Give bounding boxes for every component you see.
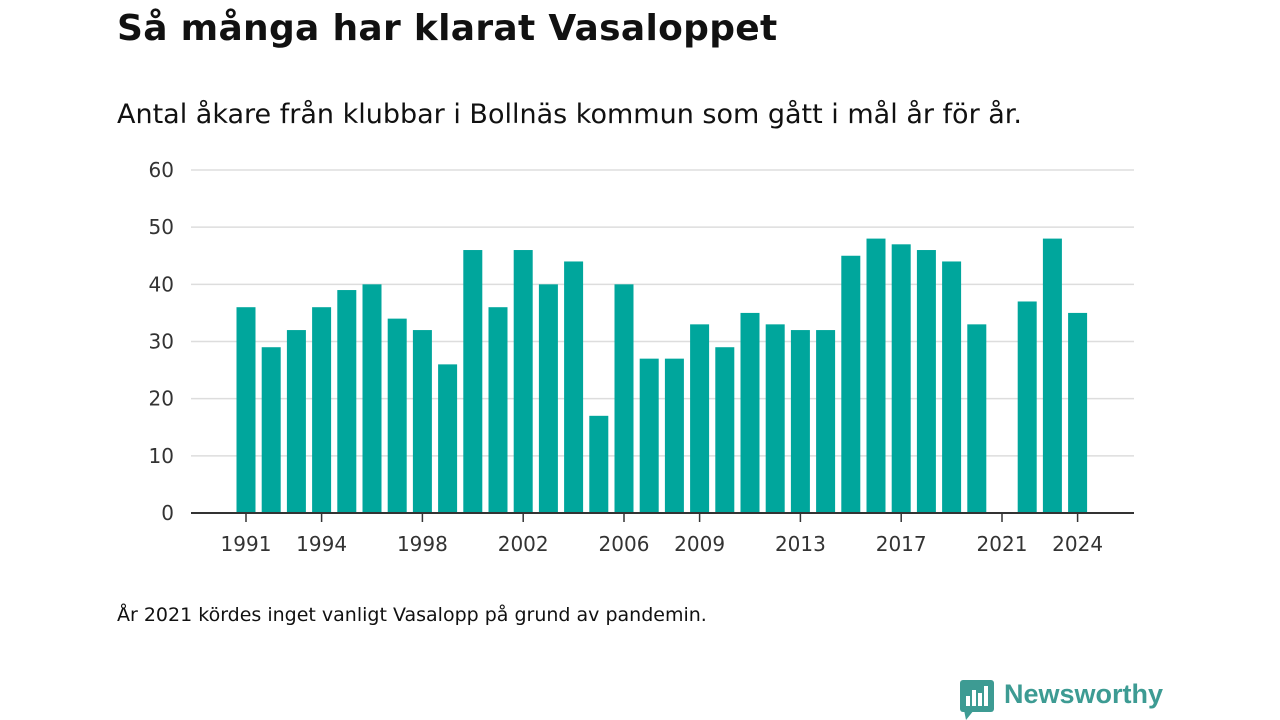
bar-2018 xyxy=(916,250,936,514)
bar-1997 xyxy=(387,318,407,513)
bars xyxy=(236,238,1088,514)
grid-lines xyxy=(191,169,1134,457)
y-axis-ticks: 0 10 20 30 40 50 60 xyxy=(149,158,174,525)
brand: Newsworthy xyxy=(960,679,1164,720)
x-tick-label: 1998 xyxy=(397,532,448,556)
y-tick-label: 0 xyxy=(161,501,174,525)
y-tick-label: 10 xyxy=(149,444,174,468)
bar-1996 xyxy=(362,284,382,513)
footnote: År 2021 kördes inget vanligt Vasalopp på… xyxy=(117,604,707,626)
y-tick-label: 50 xyxy=(149,215,174,239)
bar-2016 xyxy=(866,238,886,513)
x-tick-label: 2013 xyxy=(775,532,826,556)
bar-1991 xyxy=(236,307,256,513)
y-tick-label: 30 xyxy=(149,330,174,354)
bar-2017 xyxy=(891,244,911,514)
bar-1995 xyxy=(337,290,357,513)
bar-1992 xyxy=(261,347,281,513)
x-tick-label: 1994 xyxy=(296,532,347,556)
x-tick-label: 2017 xyxy=(876,532,927,556)
bar-2010 xyxy=(715,347,735,513)
page-subtitle: Antal åkare från klubbar i Bollnäs kommu… xyxy=(117,99,1023,130)
bar-2000 xyxy=(463,250,483,514)
bar-2022 xyxy=(1017,301,1037,513)
x-tick-label: 2024 xyxy=(1052,532,1103,556)
bar-2005 xyxy=(589,415,609,513)
x-axis-ticks: 1991 1994 1998 2002 2006 2009 2013 2017 2021 2024 xyxy=(221,513,1103,556)
bar-2012 xyxy=(765,324,785,513)
bar-2003 xyxy=(538,284,558,513)
bar-1993 xyxy=(286,330,306,513)
bar-2024 xyxy=(1068,312,1088,513)
bar-2007 xyxy=(639,358,659,513)
y-tick-label: 60 xyxy=(149,158,174,182)
bar-2001 xyxy=(488,307,508,513)
bar-chart: 0 10 20 30 40 50 60 1991 1994 1998 2002 2006 2009 20… xyxy=(149,158,1134,556)
bar-2009 xyxy=(690,324,710,513)
x-tick-label: 2002 xyxy=(498,532,549,556)
x-tick-label: 1991 xyxy=(221,532,272,556)
bar-2004 xyxy=(564,261,584,513)
bar-2006 xyxy=(614,284,634,513)
bar-2020 xyxy=(967,324,987,513)
bar-1994 xyxy=(312,307,332,513)
bar-2011 xyxy=(740,312,760,513)
bar-2014 xyxy=(816,330,836,513)
y-tick-label: 40 xyxy=(149,272,174,296)
bar-2013 xyxy=(790,330,810,513)
bar-2002 xyxy=(513,250,533,514)
bar-2008 xyxy=(664,358,684,513)
bar-1999 xyxy=(438,364,458,513)
y-tick-label: 20 xyxy=(149,387,174,411)
x-tick-label: 2021 xyxy=(977,532,1028,556)
bar-2019 xyxy=(942,261,962,513)
x-tick-label: 2006 xyxy=(599,532,650,556)
newsworthy-logo-icon xyxy=(960,680,994,720)
x-tick-label: 2009 xyxy=(674,532,725,556)
bar-1998 xyxy=(412,330,432,513)
bar-2023 xyxy=(1042,238,1062,513)
brand-name: Newsworthy xyxy=(1004,679,1164,709)
page-title: Så många har klarat Vasaloppet xyxy=(117,8,778,49)
bar-2015 xyxy=(841,255,861,513)
